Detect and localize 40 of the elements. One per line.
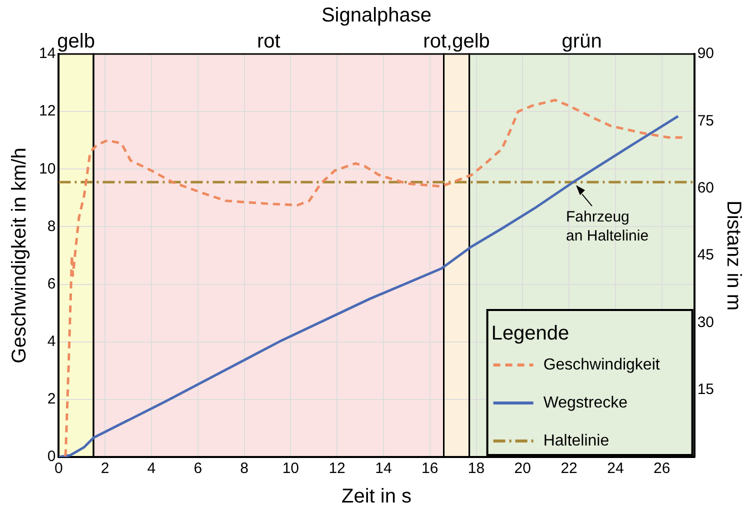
band-label: gelb — [57, 30, 95, 53]
x-tick-label: 12 — [328, 460, 346, 478]
y-tick-label: 6 — [47, 275, 56, 292]
band-label: rot — [256, 30, 281, 53]
band-label: grün — [562, 30, 602, 53]
y-tick-label: 12 — [38, 102, 56, 120]
legend-label: Wegstrecke — [543, 394, 628, 412]
x-tick-label: 24 — [607, 460, 624, 478]
x-tick-label: 10 — [282, 460, 300, 478]
x-tick-label: 4 — [147, 460, 156, 478]
x-tick-label: 2 — [100, 460, 110, 478]
y-tick-label: 8 — [47, 218, 56, 235]
legend-label: Haltelinie — [543, 432, 610, 450]
x-tick-label: 14 — [375, 460, 392, 478]
x-tick-label: 8 — [240, 460, 248, 478]
x-tick-label: 22 — [560, 460, 578, 478]
legend-label: Geschwindigkeit — [543, 356, 660, 374]
x-tick-label: 26 — [653, 460, 670, 478]
y2-axis-title: Distanz in m — [722, 200, 744, 311]
y-tick-label: 4 — [47, 333, 56, 350]
x-tick-label: 16 — [422, 460, 438, 478]
y2-tick-label: 45 — [697, 246, 714, 264]
x-axis-title: Zeit in s — [341, 486, 412, 508]
annotation: Fahrzeug an Haltelinie — [566, 208, 649, 245]
y2-tick-label: 30 — [697, 314, 714, 331]
y-tick-label: 0 — [47, 448, 56, 466]
y2-tick-label: 15 — [697, 380, 714, 398]
y-tick-label: 10 — [38, 160, 56, 178]
y-axis-title: Geschwindigkeit in km/h — [8, 148, 31, 364]
x-tick-label: 6 — [194, 460, 202, 478]
y-tick-label: 2 — [47, 390, 56, 408]
x-tick-label: 18 — [468, 460, 485, 478]
band-label: rot,gelb — [423, 30, 490, 53]
chart-title: Signalphase — [321, 4, 432, 27]
y2-tick-label: 90 — [697, 45, 714, 62]
y2-tick-label: 75 — [697, 112, 714, 130]
y-tick-label: 14 — [38, 45, 56, 62]
y2-tick-label: 60 — [697, 179, 714, 196]
legend-title: Legende — [491, 322, 570, 345]
x-tick-label: 20 — [514, 460, 531, 478]
